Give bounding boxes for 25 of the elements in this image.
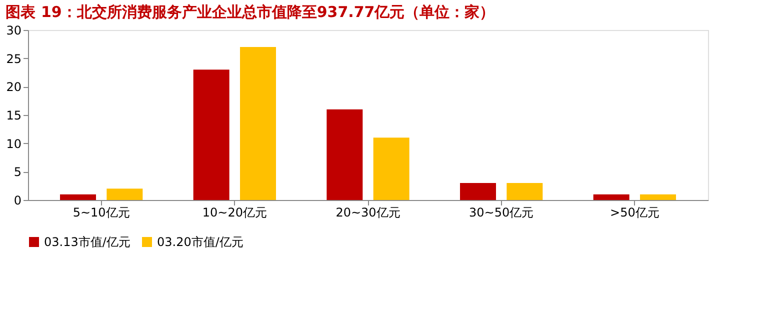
x-tick-label: 10~20亿元: [202, 206, 267, 220]
x-tick-label: 30~50亿元: [469, 206, 534, 220]
bar: [106, 188, 143, 200]
y-tick-label: 30: [6, 24, 22, 38]
bar: [240, 47, 276, 200]
x-tick-label: >50亿元: [610, 206, 660, 220]
bar: [60, 194, 96, 200]
bar: [373, 138, 410, 200]
bar: [506, 183, 543, 200]
y-tick-label: 0: [14, 194, 22, 208]
bar: [326, 109, 363, 200]
bar: [593, 194, 630, 200]
x-tick-label: 5~10亿元: [72, 206, 130, 220]
y-tick-label: 20: [6, 80, 22, 94]
bar: [193, 70, 230, 200]
legend-label: 03.20市值/亿元: [157, 235, 244, 249]
bar: [460, 183, 496, 200]
legend-label: 03.13市值/亿元: [44, 235, 130, 249]
chart-title: 图表 19：北交所消费服务产业企业总市值降至937.77亿元（单位：家）: [6, 3, 495, 21]
y-tick-label: 10: [6, 136, 22, 151]
y-tick-label: 25: [6, 52, 22, 66]
y-tick-label: 15: [6, 108, 22, 122]
x-tick-label: 20~30亿元: [336, 206, 400, 220]
bar: [640, 194, 676, 200]
y-tick-label: 5: [14, 165, 22, 180]
